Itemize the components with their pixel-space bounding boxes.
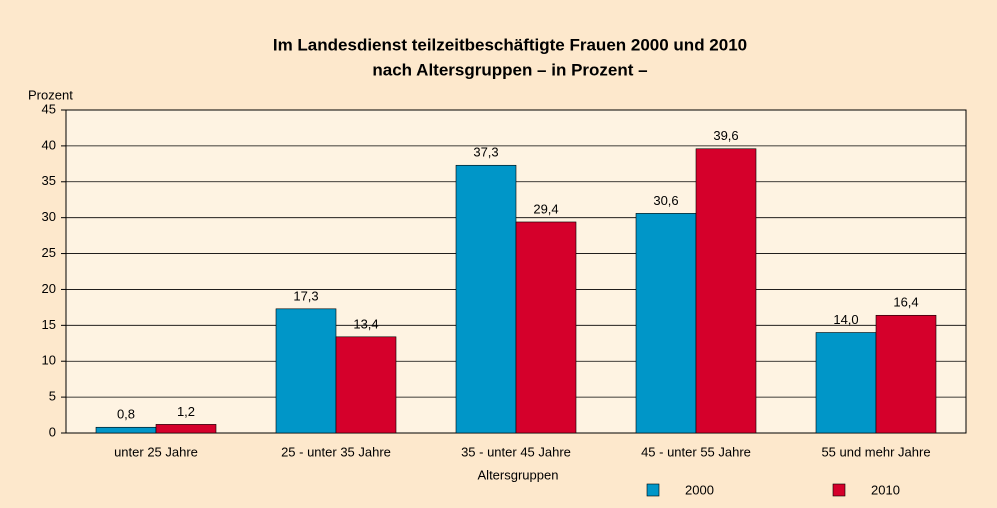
x-axis-label: Altersgruppen — [478, 467, 559, 482]
value-label: 39,6 — [713, 128, 738, 143]
bar — [155, 424, 217, 434]
bar — [95, 426, 157, 434]
bar — [515, 221, 577, 434]
bar — [335, 336, 397, 434]
value-label: 16,4 — [893, 295, 918, 310]
value-label: 1,2 — [177, 404, 195, 419]
bar — [275, 308, 337, 434]
y-tick-label: 40 — [42, 137, 56, 152]
value-label: 37,3 — [473, 145, 498, 160]
bar — [455, 164, 517, 434]
y-tick-label: 45 — [42, 101, 56, 116]
x-tick-label: 25 - unter 35 Jahre — [281, 444, 391, 459]
legend-swatch — [832, 483, 846, 497]
y-tick-label: 10 — [42, 353, 56, 368]
value-label: 14,0 — [833, 312, 858, 327]
y-tick-label: 30 — [42, 209, 56, 224]
x-tick-label: 35 - unter 45 Jahre — [461, 444, 571, 459]
legend-label: 2000 — [685, 482, 714, 497]
y-axis-label: Prozent — [28, 87, 73, 102]
x-tick-label: 45 - unter 55 Jahre — [641, 444, 751, 459]
y-tick-label: 35 — [42, 173, 56, 188]
y-tick-label: 25 — [42, 245, 56, 260]
value-label: 29,4 — [533, 201, 558, 216]
chart-title: Im Landesdienst teilzeitbeschäftigte Fra… — [273, 35, 747, 54]
value-label: 30,6 — [653, 193, 678, 208]
x-tick-label: unter 25 Jahre — [114, 444, 198, 459]
value-label: 17,3 — [293, 288, 318, 303]
legend-swatch — [646, 483, 660, 497]
y-tick-label: 20 — [42, 281, 56, 296]
bar — [875, 314, 937, 434]
chart-title: nach Altersgruppen – in Prozent – — [372, 60, 647, 79]
value-label: 0,8 — [117, 407, 135, 422]
value-label: 13,4 — [353, 316, 378, 331]
legend-label: 2010 — [871, 482, 900, 497]
y-tick-label: 5 — [49, 389, 56, 404]
bar — [695, 148, 757, 434]
bar — [815, 332, 877, 434]
y-tick-label: 15 — [42, 317, 56, 332]
x-tick-label: 55 und mehr Jahre — [821, 444, 930, 459]
bar — [635, 213, 697, 434]
y-tick-label: 0 — [49, 424, 56, 439]
